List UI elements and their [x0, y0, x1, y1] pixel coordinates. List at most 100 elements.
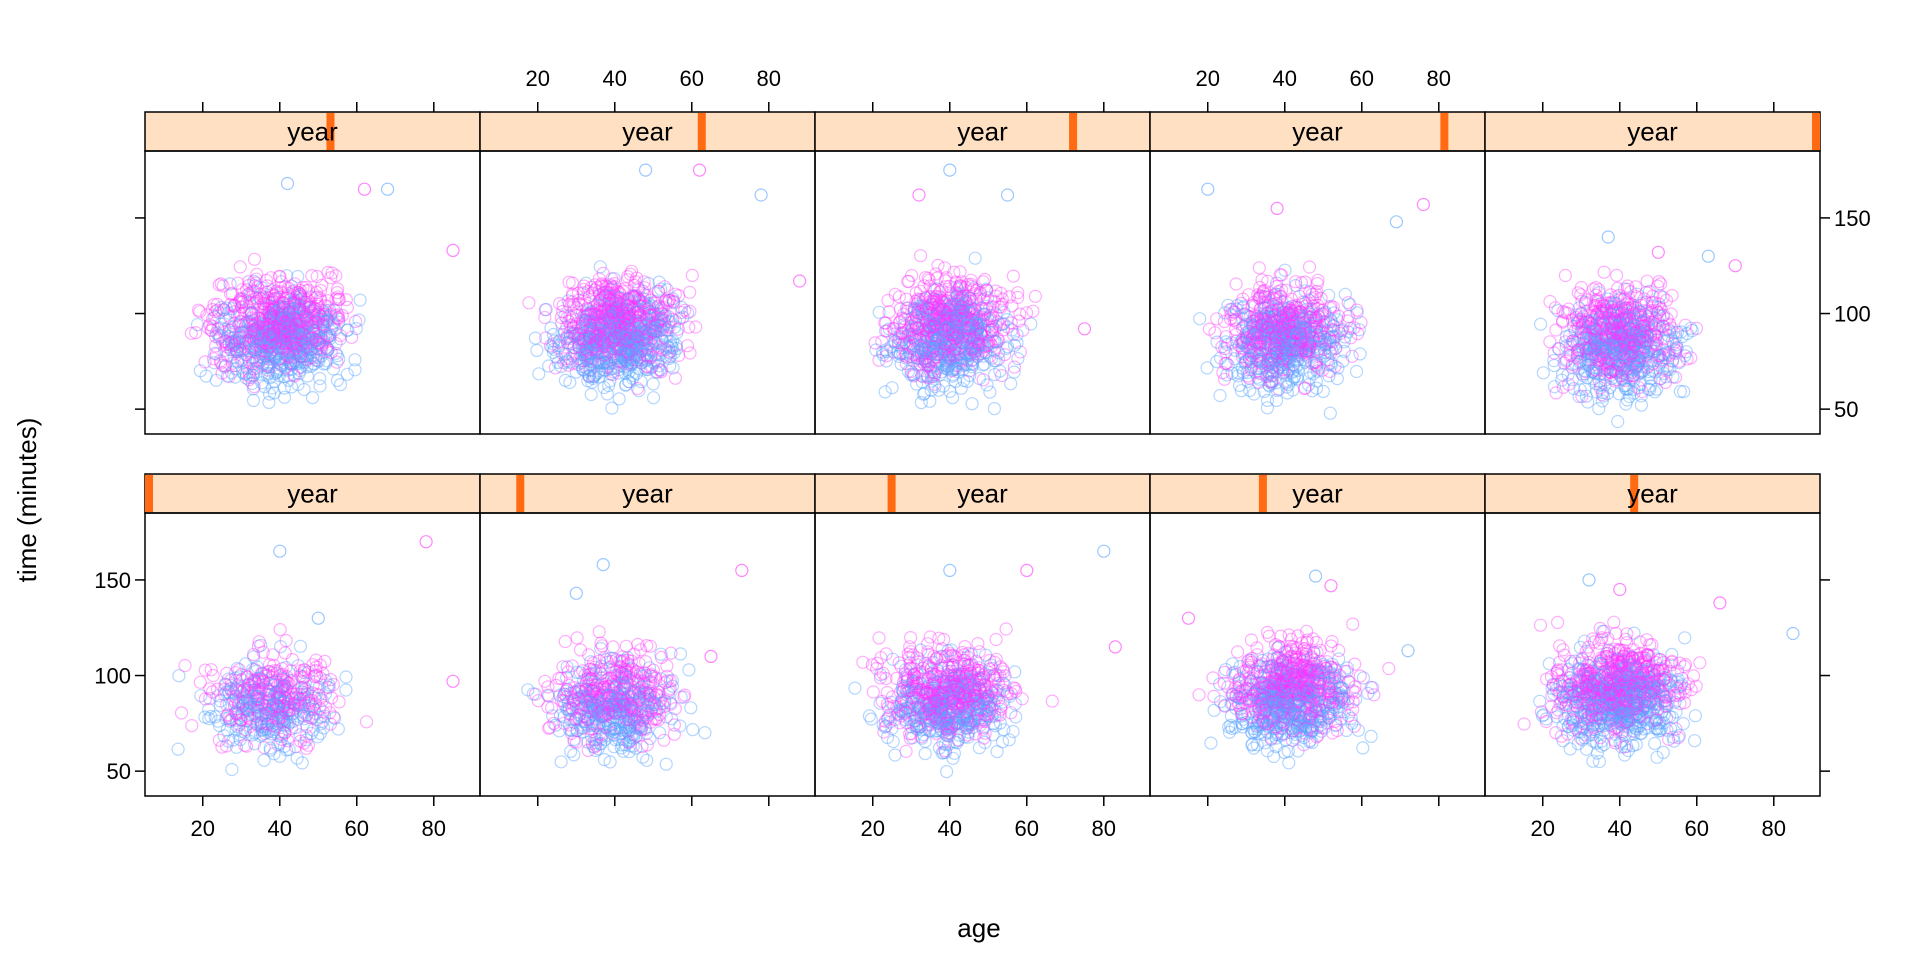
data-point [1625, 717, 1639, 731]
data-point [241, 678, 255, 692]
data-point [1257, 703, 1271, 717]
data-point [1586, 680, 1600, 694]
data-point [616, 679, 631, 693]
data-point [1612, 656, 1626, 670]
data-point [255, 720, 269, 734]
data-point [251, 672, 265, 686]
data-point [289, 306, 303, 321]
data-point [298, 663, 312, 677]
data-point [1580, 697, 1594, 711]
data-point [1309, 663, 1323, 677]
data-point [1620, 668, 1634, 682]
data-point [265, 718, 279, 733]
data-point [1257, 689, 1271, 703]
data-point [240, 296, 254, 310]
data-point [270, 685, 285, 699]
data-point [906, 676, 921, 690]
data-point [1276, 699, 1291, 713]
data-point [878, 720, 892, 734]
data-point [963, 667, 977, 681]
data-point [1302, 661, 1317, 675]
data-point [306, 658, 320, 672]
data-point [885, 690, 900, 704]
data-point [995, 662, 1010, 676]
data-point [864, 712, 878, 726]
data-point [1638, 679, 1653, 693]
data-point [584, 729, 599, 743]
data-point [229, 696, 243, 710]
data-point [1310, 645, 1324, 659]
data-point [1300, 689, 1315, 704]
data-point [1288, 699, 1302, 714]
data-point [1611, 658, 1626, 673]
data-point [961, 677, 975, 691]
data-point [1642, 695, 1657, 710]
data-point [881, 710, 895, 725]
data-point [933, 687, 947, 701]
data-point [1228, 665, 1242, 679]
data-point [590, 682, 605, 696]
data-point [276, 323, 290, 337]
data-point [1590, 708, 1604, 722]
data-point [1287, 676, 1301, 690]
data-point [1270, 697, 1285, 712]
data-point [1235, 716, 1249, 731]
data-point [942, 719, 956, 734]
data-point [621, 702, 636, 717]
data-point [538, 303, 552, 317]
data-point [1254, 687, 1268, 701]
data-point [1277, 710, 1292, 724]
data-point [193, 675, 207, 689]
data-point [230, 719, 244, 734]
panel-5-points [1517, 573, 1800, 769]
data-point [1597, 737, 1611, 752]
data-point [300, 708, 314, 722]
data-point [1632, 675, 1647, 690]
data-point [902, 727, 917, 741]
data-point [262, 305, 276, 319]
data-point [260, 326, 274, 340]
data-point [575, 689, 589, 703]
data-point [230, 345, 244, 359]
data-point [247, 380, 261, 394]
data-point [271, 699, 285, 713]
data-point [294, 333, 308, 347]
data-point [296, 691, 310, 705]
data-point [955, 677, 970, 691]
data-point [263, 319, 277, 333]
data-point [1268, 692, 1283, 707]
data-point [1612, 655, 1626, 670]
data-point [1591, 687, 1605, 701]
data-point [557, 716, 571, 730]
data-point [276, 326, 290, 340]
data-point [259, 311, 273, 325]
data-point [288, 344, 303, 359]
data-point [1276, 709, 1291, 723]
data-point [1292, 651, 1306, 665]
data-point [957, 713, 971, 727]
data-point [1253, 659, 1267, 674]
data-point [282, 335, 296, 349]
data-point [1616, 649, 1631, 663]
data-point [287, 369, 301, 383]
data-point [1225, 688, 1240, 702]
data-point [1693, 656, 1707, 670]
data-point [256, 727, 270, 742]
data-point [1618, 748, 1632, 762]
data-point [582, 689, 596, 703]
data-point [1609, 684, 1623, 698]
data-point [1566, 715, 1580, 729]
data-point [264, 703, 278, 717]
data-point [217, 729, 231, 743]
data-point [1304, 651, 1318, 665]
data-point [964, 696, 978, 710]
data-point [218, 682, 232, 696]
data-point [1321, 665, 1335, 679]
data-point [1589, 687, 1603, 701]
data-point [238, 340, 252, 354]
data-point [958, 689, 973, 704]
data-point [1631, 679, 1645, 693]
data-point [952, 701, 967, 715]
data-point [293, 287, 308, 301]
data-point [1325, 698, 1340, 712]
